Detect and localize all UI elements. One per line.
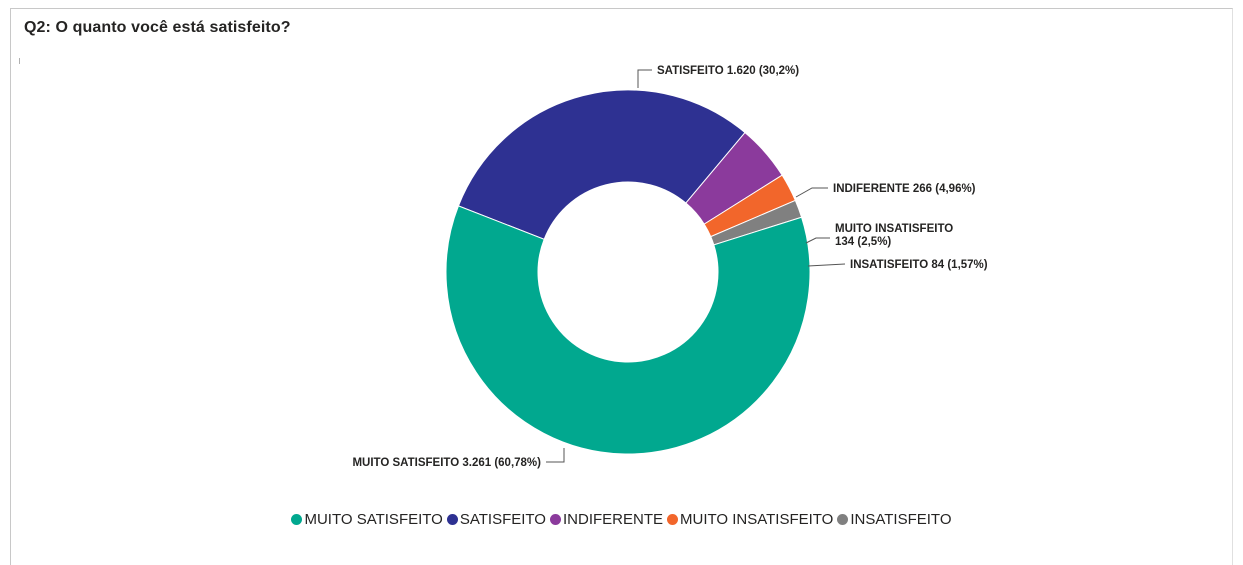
- data-labels: SATISFEITO 1.620 (30,2%) INDIFERENTE 266 …: [352, 65, 987, 469]
- leader-lines: [546, 69, 846, 463]
- leader-line-muito-satisfeito: [546, 448, 565, 463]
- legend-dot-icon: [291, 514, 303, 525]
- slice-muito-satisfeito[interactable]: [445, 205, 811, 455]
- leader-line-satisfeito: [637, 69, 652, 88]
- legend-dot-icon: [549, 514, 561, 525]
- legend-dot-icon: [446, 514, 458, 525]
- leader-line-insatisfeito: [807, 263, 846, 267]
- data-label-muito-satisfeito: MUITO SATISFEITO 3.261 (60,78%): [352, 457, 541, 469]
- legend-label: INDIFERENTE: [562, 511, 663, 528]
- data-label-indiferente: INDIFERENTE 266 (4,96%): [833, 183, 976, 195]
- leader-line-muito-insatisfeito: [805, 237, 830, 244]
- slice-satisfeito[interactable]: [457, 89, 746, 240]
- data-label-insatisfeito: INSATISFEITO 84 (1,57%): [850, 259, 988, 271]
- legend-label: MUITO SATISFEITO: [304, 511, 443, 528]
- legend-item-satisfeito[interactable]: SATISFEITO: [446, 511, 546, 528]
- chart-title: Q2: O quanto você está satisfeito?: [24, 19, 291, 36]
- legend-item-muito-satisfeito[interactable]: MUITO SATISFEITO: [291, 511, 443, 528]
- donut-slices: [445, 89, 811, 455]
- axis-tick-decoration: [19, 58, 20, 64]
- legend: MUITO SATISFEITO SATISFEITO INDIFERENTE MUI…: [0, 511, 1243, 528]
- legend-label: SATISFEITO: [459, 511, 546, 528]
- legend-dot-icon: [667, 514, 678, 525]
- legend-label: INSATISFEITO: [850, 511, 952, 528]
- leader-line-indiferente: [795, 187, 828, 198]
- legend-item-insatisfeito[interactable]: INSATISFEITO: [837, 511, 952, 528]
- data-label-satisfeito: SATISFEITO 1.620 (30,2%): [657, 65, 799, 77]
- legend-item-indiferente[interactable]: INDIFERENTE: [549, 511, 663, 528]
- data-label-muito-insatisfeito: MUITO INSATISFEITO 134 (2,5%): [835, 223, 953, 248]
- chart-frame: [10, 8, 1233, 565]
- legend-item-muito-insatisfeito[interactable]: MUITO INSATISFEITO: [667, 511, 833, 528]
- legend-label: MUITO INSATISFEITO: [680, 511, 834, 528]
- legend-dot-icon: [837, 514, 849, 525]
